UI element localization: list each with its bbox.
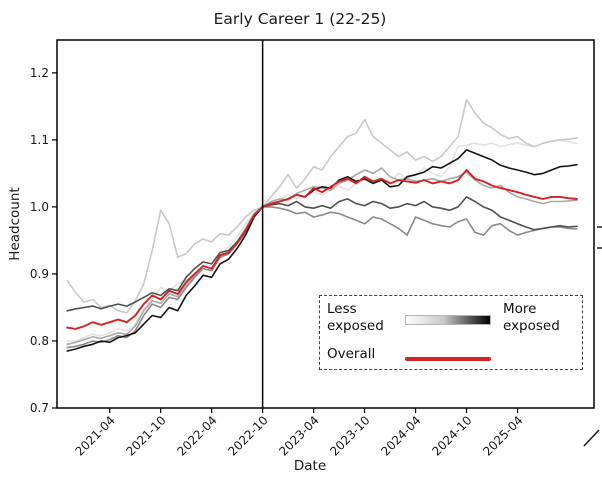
x-tick-label: 2023-04 [276, 413, 321, 458]
y-tick-label: 0.9 [30, 267, 49, 281]
y-tick-label: 1.1 [30, 133, 49, 147]
x-axis-label: Date [293, 458, 327, 474]
y-tick-label: 0.7 [30, 401, 49, 415]
series-overall [66, 169, 578, 330]
legend-less-line1: Less [327, 301, 357, 317]
x-tick-label: 2025-04 [480, 413, 525, 458]
x-tick-label: 2024-10 [429, 413, 474, 458]
y-tick-label: 1.0 [30, 200, 49, 214]
series-exposure-group-1-least [66, 139, 578, 342]
legend-more-exposed-label: More exposed [503, 301, 560, 336]
chart-title: Early Career 1 (22-25) [213, 10, 387, 28]
legend-overall-line-swatch [405, 357, 491, 361]
legend-more-line1: More [503, 301, 537, 317]
legend-exposure-gradient-swatch [405, 315, 491, 325]
x-tick-label: 2021-04 [72, 413, 117, 458]
legend: Less exposed More exposed Overall [319, 295, 583, 370]
x-tick-label: 2022-10 [225, 413, 270, 458]
x-tick-label: 2023-10 [327, 413, 372, 458]
axes-frame [56, 39, 595, 409]
adjacent-panel-xtick-label-fragment [583, 429, 600, 447]
y-axis-label: Headcount [7, 187, 23, 261]
legend-overall-label: Overall [327, 346, 376, 362]
legend-less-exposed-label: Less exposed [327, 301, 384, 336]
series-exposure-group-4 [66, 206, 578, 349]
y-tick-label: 0.8 [30, 334, 49, 348]
series-exposure-group-2 [66, 98, 578, 314]
series-exposure-group-5 [66, 196, 578, 312]
y-tick-label: 1.2 [30, 66, 49, 80]
x-tick-label: 2021-10 [123, 413, 168, 458]
series-exposure-group-6-most [66, 149, 578, 352]
legend-more-line2: exposed [503, 318, 560, 335]
series-exposure-group-3 [66, 167, 578, 346]
x-tick-label: 2024-04 [378, 413, 423, 458]
x-tick-label: 2022-04 [174, 413, 219, 458]
legend-less-line2: exposed [327, 318, 384, 335]
